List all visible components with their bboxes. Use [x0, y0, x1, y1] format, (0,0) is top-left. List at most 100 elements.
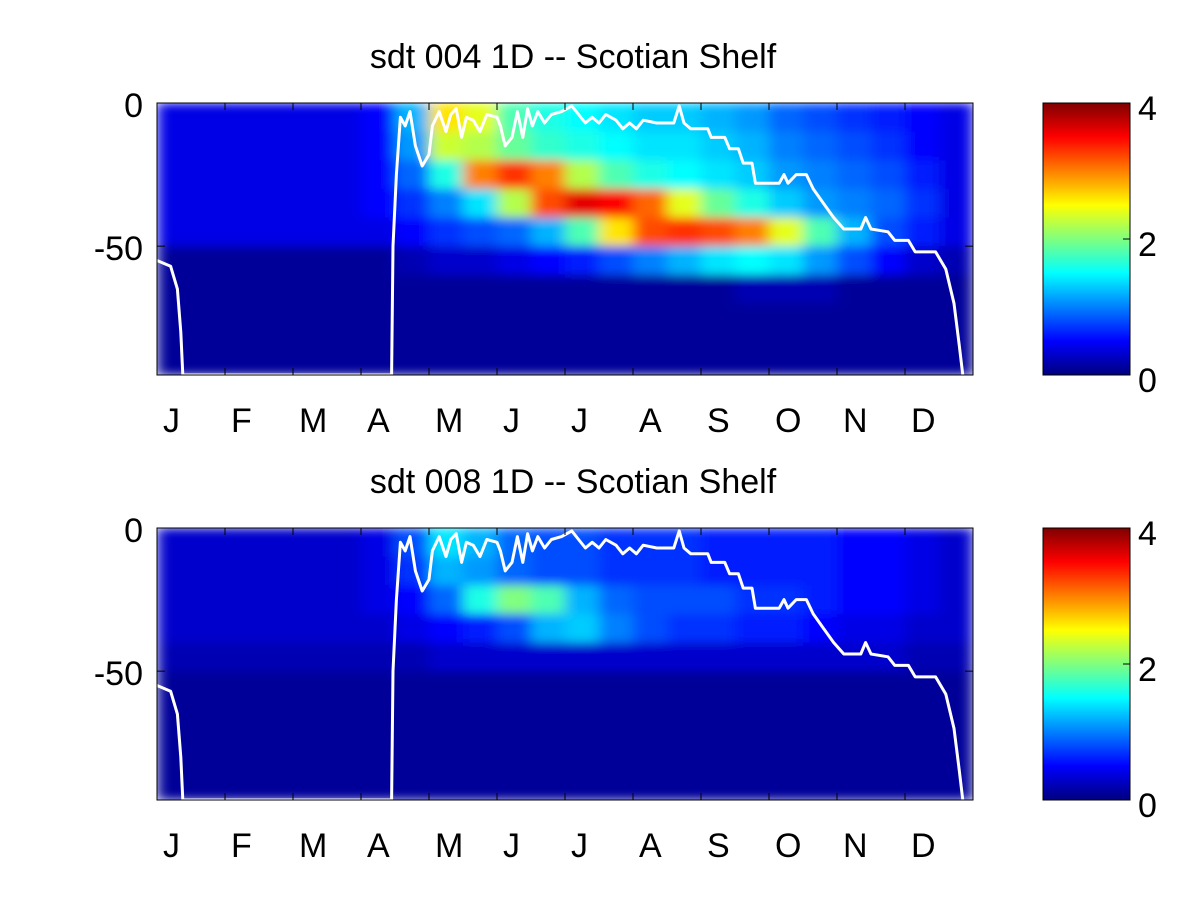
cell [157, 613, 192, 644]
cell [225, 785, 260, 800]
cell [531, 274, 566, 304]
cell [497, 303, 532, 333]
cell [225, 160, 260, 190]
cell [565, 274, 600, 304]
x-tick-label: D [911, 402, 936, 440]
cell [803, 246, 838, 276]
cell [871, 556, 906, 586]
cell [939, 699, 973, 729]
cell [463, 131, 498, 161]
cell [531, 131, 566, 161]
colorbar-tick-label: 4 [1138, 515, 1157, 553]
cell [225, 757, 260, 787]
cell [259, 642, 294, 672]
cell [871, 528, 906, 558]
cell [939, 360, 973, 375]
x-tick-label: J [571, 402, 588, 440]
cell [531, 332, 566, 362]
cell [327, 274, 362, 304]
cell [361, 642, 396, 672]
cell [327, 160, 362, 190]
cell [327, 103, 362, 133]
colorbar-tick-label: 2 [1138, 651, 1157, 689]
cell [293, 131, 328, 161]
cell [157, 642, 192, 672]
cell [837, 131, 872, 161]
x-tick-label: S [707, 827, 730, 865]
cell [497, 613, 532, 644]
cell [871, 103, 906, 133]
cell [191, 785, 226, 800]
cell [565, 785, 600, 800]
cell [803, 757, 838, 787]
cell [667, 246, 702, 276]
cell [429, 699, 464, 729]
cell [565, 217, 600, 247]
cell [939, 274, 973, 304]
cell [259, 246, 294, 276]
cell [599, 246, 634, 276]
cell [259, 188, 294, 219]
cell [327, 642, 362, 672]
cell [667, 556, 702, 586]
cell [463, 160, 498, 190]
cell [939, 757, 973, 787]
cell [497, 332, 532, 362]
cell [259, 332, 294, 362]
cell [803, 528, 838, 558]
cell [293, 274, 328, 304]
cell [803, 274, 838, 304]
cell [667, 642, 702, 672]
cell [463, 246, 498, 276]
cell [871, 728, 906, 758]
cell [429, 642, 464, 672]
cell [599, 131, 634, 161]
colorbar [1042, 102, 1131, 376]
cell [871, 188, 906, 219]
cell [667, 360, 702, 375]
cell [463, 556, 498, 586]
cell [837, 188, 872, 219]
cell [429, 556, 464, 586]
cell [497, 274, 532, 304]
cell [497, 246, 532, 276]
cell [565, 728, 600, 758]
cell [259, 274, 294, 304]
cell [905, 556, 940, 586]
cell [837, 556, 872, 586]
cell [803, 785, 838, 800]
y-tick-label: -50 [94, 230, 143, 268]
cell [871, 160, 906, 190]
cell [191, 671, 226, 701]
cell [293, 360, 328, 375]
cell [463, 728, 498, 758]
cell [837, 528, 872, 558]
cell [497, 785, 532, 800]
cell [939, 528, 973, 558]
cell [225, 303, 260, 333]
cell [837, 642, 872, 672]
cell [463, 188, 498, 219]
cell [293, 785, 328, 800]
cell [735, 303, 770, 333]
cell [327, 757, 362, 787]
cell [735, 757, 770, 787]
cell [293, 585, 328, 615]
x-tick-label: M [299, 402, 327, 440]
cell [497, 642, 532, 672]
cell [157, 728, 192, 758]
cell [157, 160, 192, 190]
cell [361, 671, 396, 701]
cell [701, 188, 736, 219]
cell [769, 303, 804, 333]
cell [735, 642, 770, 672]
cell [565, 699, 600, 729]
cell [327, 360, 362, 375]
mixed-layer-line [157, 104, 965, 375]
cell [735, 728, 770, 758]
cell [259, 103, 294, 133]
cell [701, 528, 736, 558]
chart-title: sdt 008 1D -- Scotian Shelf [370, 463, 777, 501]
cell [259, 360, 294, 375]
cell [327, 528, 362, 558]
